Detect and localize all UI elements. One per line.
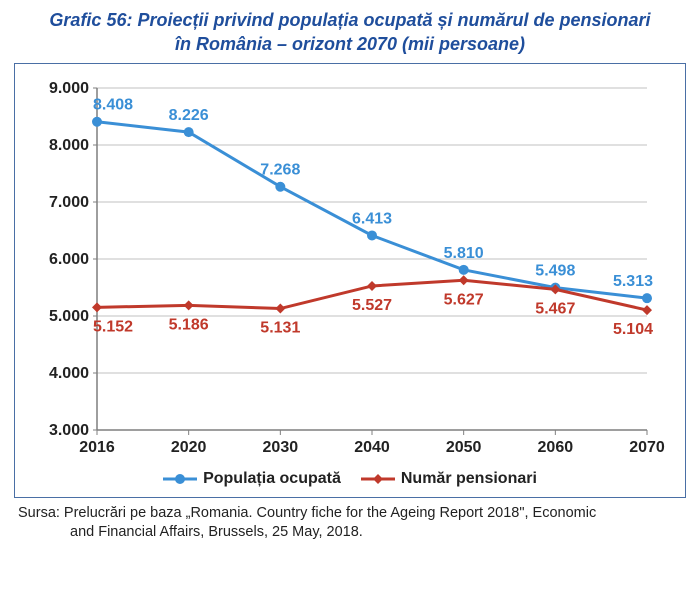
legend-label-pensioners: Număr pensionari xyxy=(401,470,537,488)
source-line-1: Sursa: Prelucrări pe baza „Romania. Coun… xyxy=(18,505,596,521)
y-tick-label: 3.000 xyxy=(49,422,89,439)
marker-employed xyxy=(92,116,102,126)
marker-pensioners xyxy=(275,303,285,313)
marker-pensioners xyxy=(367,281,377,291)
source-note: Sursa: Prelucrări pe baza „Romania. Coun… xyxy=(14,504,686,543)
data-label-pensioners: 5.104 xyxy=(613,321,653,338)
data-label-pensioners: 5.186 xyxy=(169,316,209,333)
x-tick-label: 2020 xyxy=(171,439,207,456)
data-label-pensioners: 5.627 xyxy=(444,291,484,308)
x-tick-label: 2050 xyxy=(446,439,482,456)
marker-employed xyxy=(367,230,377,240)
marker-employed xyxy=(459,264,469,274)
legend-item-pensioners: Număr pensionari xyxy=(361,470,537,488)
marker-pensioners xyxy=(459,275,469,285)
x-tick-label: 2030 xyxy=(263,439,299,456)
legend-swatch-employed xyxy=(163,472,197,486)
x-tick-label: 2016 xyxy=(79,439,115,456)
data-label-pensioners: 5.467 xyxy=(535,300,575,317)
marker-employed xyxy=(275,181,285,191)
data-label-pensioners: 5.527 xyxy=(352,297,392,314)
source-line-2: and Financial Affairs, Brussels, 25 May,… xyxy=(18,523,686,543)
x-tick-label: 2060 xyxy=(538,439,574,456)
data-label-pensioners: 5.131 xyxy=(260,319,300,336)
legend-swatch-pensioners xyxy=(361,472,395,486)
y-tick-label: 6.000 xyxy=(49,251,89,268)
data-label-employed: 6.413 xyxy=(352,210,392,227)
y-tick-label: 5.000 xyxy=(49,308,89,325)
marker-pensioners xyxy=(92,302,102,312)
chart-title: Grafic 56: Proiecții privind populația o… xyxy=(14,8,686,57)
data-label-employed: 7.268 xyxy=(260,161,300,178)
x-tick-label: 2070 xyxy=(629,439,665,456)
chart-legend: Populația ocupată Număr pensionari xyxy=(23,464,677,491)
legend-label-employed: Populația ocupată xyxy=(203,470,341,488)
data-label-employed: 5.810 xyxy=(444,244,484,261)
chart-frame: 3.000 4.000 5.000 6.000 7.000 8.000 9.000 2016 2… xyxy=(14,63,686,498)
marker-pensioners xyxy=(642,305,652,315)
line-chart: 3.000 4.000 5.000 6.000 7.000 8.000 9.000 2016 2… xyxy=(35,74,665,464)
y-tick-label: 8.000 xyxy=(49,137,89,154)
data-label-employed: 5.313 xyxy=(613,273,653,290)
marker-employed xyxy=(184,127,194,137)
marker-employed xyxy=(642,293,652,303)
y-tick-label: 9.000 xyxy=(49,80,89,97)
legend-item-employed: Populația ocupată xyxy=(163,470,341,488)
y-tick-label: 4.000 xyxy=(49,365,89,382)
data-label-employed: 8.226 xyxy=(169,107,209,124)
data-label-pensioners: 5.152 xyxy=(93,318,133,335)
y-tick-label: 7.000 xyxy=(49,194,89,211)
data-label-employed: 8.408 xyxy=(93,96,133,113)
title-line-1: Grafic 56: Proiecții privind populația o… xyxy=(49,10,650,30)
title-line-2: în România – orizont 2070 (mii persoane) xyxy=(175,34,525,54)
data-label-employed: 5.498 xyxy=(535,262,575,279)
x-tick-label: 2040 xyxy=(354,439,390,456)
marker-pensioners xyxy=(184,300,194,310)
